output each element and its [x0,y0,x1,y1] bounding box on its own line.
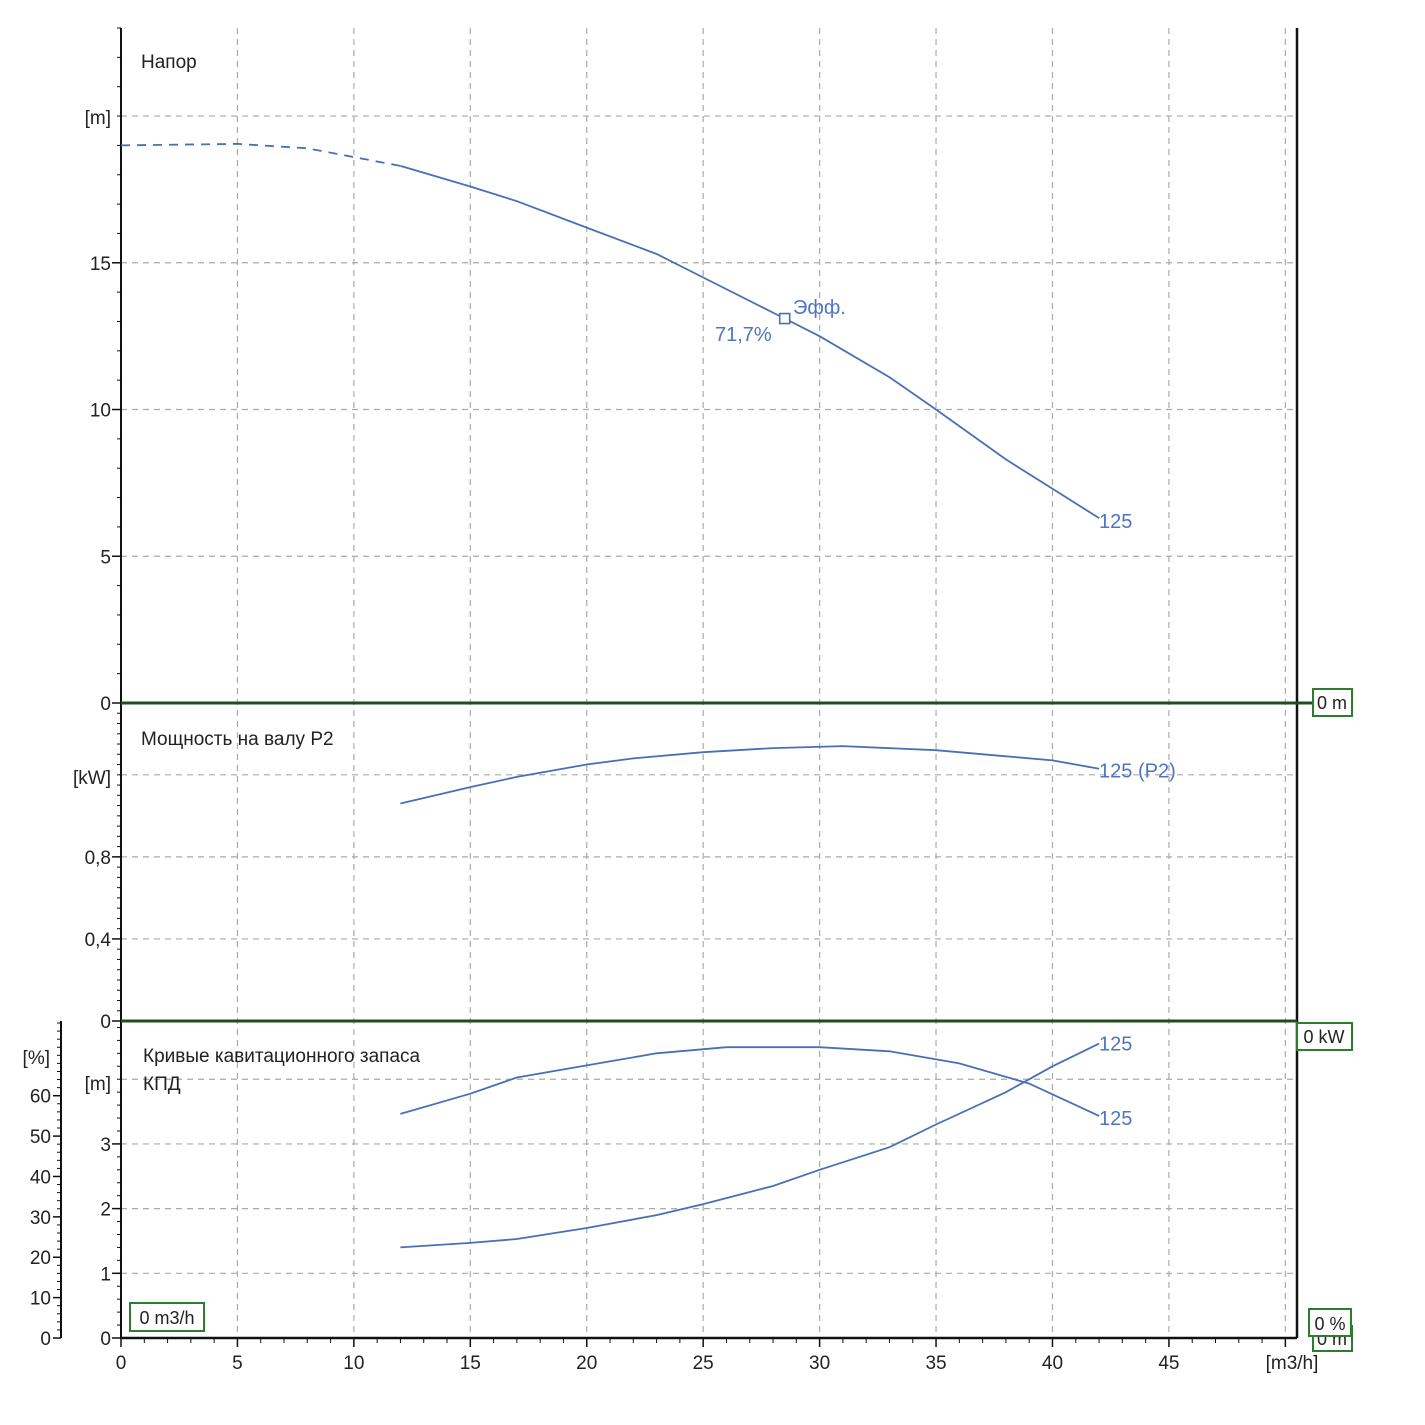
npsh-curve-125 [400,1042,1100,1249]
npsh-y-tick-label: 2 [100,1200,111,1221]
x-tick-label: 0 [116,1353,127,1374]
npsh-y-unit: [m] [85,1074,111,1095]
efficiency-readout: 0 % [1308,1308,1352,1337]
efficiency-readout-value: 0 % [1314,1314,1345,1334]
flow-readout: 0 m3/h [129,1302,205,1332]
power-panel-title: Мощность на валу P2 [141,729,334,750]
axes-layer [53,27,1313,1347]
grid-layer [121,28,1297,1338]
head-y-tick-label: 10 [90,401,111,422]
efficiency-curve-label: 125 [1099,1108,1132,1130]
npsh-y-tick-label: 1 [100,1264,111,1285]
x-tick-label: 25 [693,1353,714,1374]
head-y-tick-label: 15 [90,254,111,275]
head-y-tick-label: 0 [100,694,111,715]
x-axis-unit: [m3/h] [1266,1353,1319,1374]
x-tick-label: 35 [925,1353,946,1374]
flow-readout-value: 0 m3/h [139,1308,194,1328]
power-readout-value: 0 kW [1303,1027,1344,1047]
power-y-tick-label: 0,8 [85,848,111,869]
x-tick-label: 30 [809,1353,830,1374]
power-y-tick-label: 0 [100,1012,111,1033]
power-curve-label: 125 (P2) [1099,761,1176,783]
head-readout: 0 m [1312,688,1353,717]
x-tick-label: 15 [460,1353,481,1374]
efficiency-tick-label: 10 [30,1289,51,1310]
head-readout-value: 0 m [1317,693,1347,713]
npsh-y-tick-label: 0 [100,1329,111,1350]
head-curve-label: 125 [1099,511,1132,533]
x-tick-label: 5 [232,1353,243,1374]
efficiency-label: Эфф. [793,297,846,319]
x-tick-label: 40 [1042,1353,1063,1374]
npsh-y-tick-label: 3 [100,1135,111,1156]
efficiency-tick-label: 60 [30,1087,51,1108]
efficiency-point-marker [778,312,791,325]
efficiency-tick-label: 20 [30,1248,51,1269]
efficiency-tick-label: 30 [30,1208,51,1229]
curves-layer [120,142,1100,1249]
npsh-curve-label: 125 [1099,1034,1132,1056]
efficiency-value: 71,7% [715,324,772,346]
head-panel-title: Напор [141,52,197,73]
efficiency-panel-title: КПД [143,1074,181,1095]
head-y-unit: [m] [85,108,111,129]
npsh-panel-title: Кривые кавитационного запаса [143,1046,421,1067]
x-tick-label: 20 [576,1353,597,1374]
efficiency-tick-label: 40 [30,1167,51,1188]
efficiency-tick-label: 50 [30,1127,51,1148]
x-tick-label: 10 [343,1353,364,1374]
power-curve-125-p2 [400,745,1100,805]
power-y-unit: [kW] [73,768,111,789]
efficiency-y-unit: [%] [23,1048,50,1069]
power-y-tick-label: 0,4 [85,930,112,951]
power-readout: 0 kW [1296,1022,1353,1051]
x-tick-label: 45 [1158,1353,1179,1374]
efficiency-tick-label: 0 [40,1329,51,1350]
efficiency-curve-125 [400,1046,1100,1117]
head-y-tick-label: 5 [100,547,111,568]
